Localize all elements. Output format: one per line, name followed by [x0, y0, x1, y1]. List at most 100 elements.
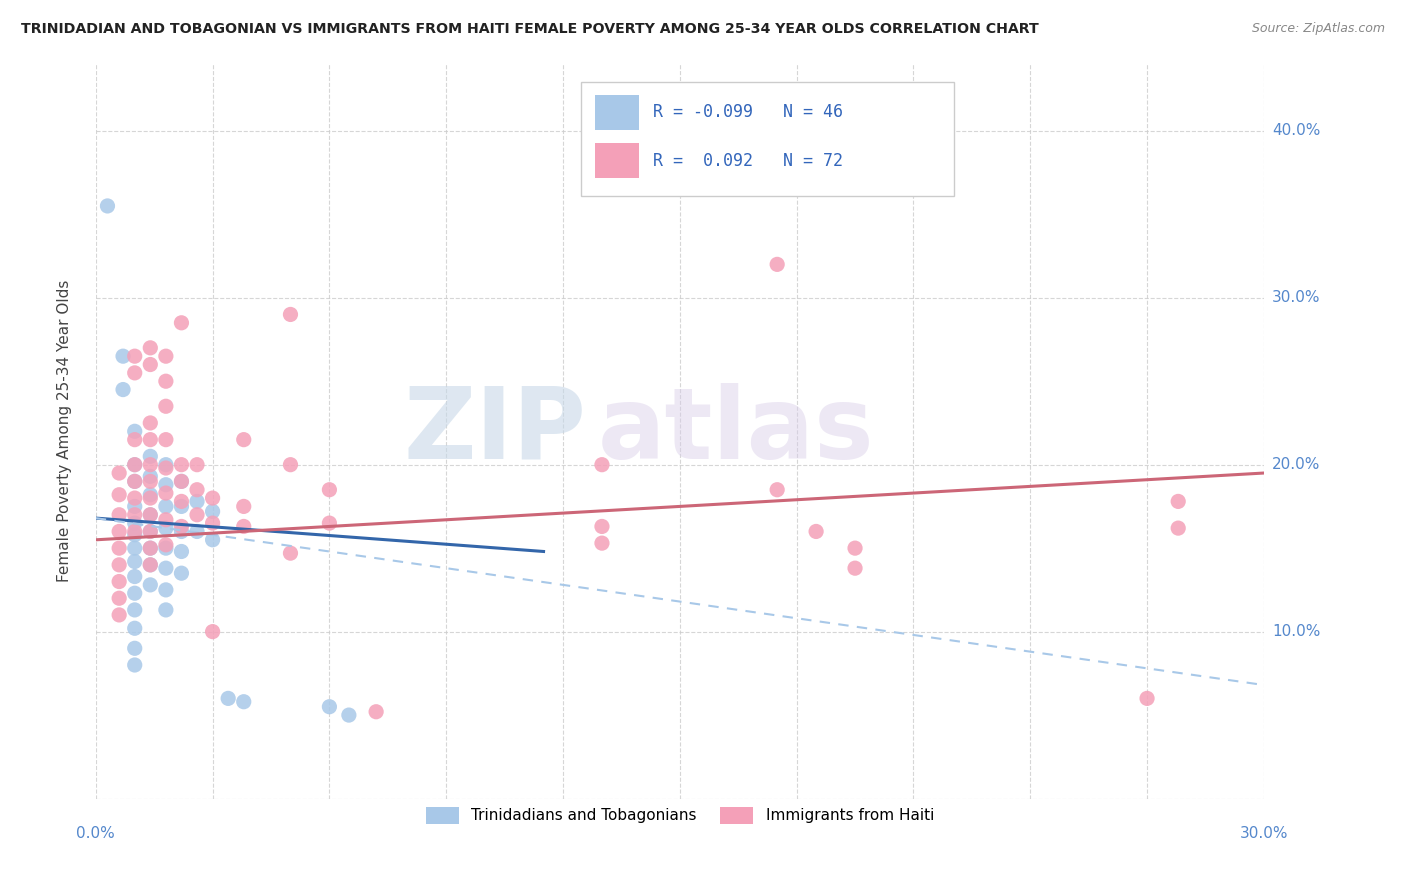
Text: 30.0%: 30.0%: [1240, 826, 1288, 841]
Point: [155, 477, 177, 491]
Point: [232, 500, 254, 514]
Point: [155, 500, 177, 514]
Point: [139, 469, 162, 483]
Text: 0.0%: 0.0%: [76, 826, 115, 841]
Point: [124, 528, 146, 542]
Point: [139, 578, 162, 592]
Point: [112, 349, 135, 363]
Point: [124, 554, 146, 568]
Point: [124, 366, 146, 380]
Point: [139, 524, 162, 539]
FancyBboxPatch shape: [581, 82, 955, 196]
Point: [155, 513, 177, 527]
Point: [124, 433, 146, 447]
Point: [1167, 521, 1189, 535]
Point: [155, 603, 177, 617]
Point: [591, 519, 613, 533]
Point: [139, 341, 162, 355]
Point: [139, 508, 162, 522]
Point: [337, 708, 360, 723]
Point: [155, 374, 177, 388]
Legend: Trinidadians and Tobagonians, Immigrants from Haiti: Trinidadians and Tobagonians, Immigrants…: [418, 799, 942, 831]
Point: [124, 500, 146, 514]
Point: [108, 558, 131, 572]
Point: [366, 705, 388, 719]
Point: [186, 483, 208, 497]
Point: [155, 349, 177, 363]
Point: [139, 475, 162, 489]
Point: [139, 524, 162, 539]
Point: [766, 483, 789, 497]
Point: [108, 466, 131, 480]
Point: [201, 624, 224, 639]
Point: [186, 508, 208, 522]
Text: TRINIDADIAN AND TOBAGONIAN VS IMMIGRANTS FROM HAITI FEMALE POVERTY AMONG 25-34 Y: TRINIDADIAN AND TOBAGONIAN VS IMMIGRANTS…: [21, 22, 1039, 37]
Text: 40.0%: 40.0%: [1272, 123, 1320, 138]
Point: [96, 199, 118, 213]
Point: [844, 561, 866, 575]
Point: [155, 541, 177, 556]
Point: [155, 486, 177, 500]
Point: [124, 516, 146, 530]
Point: [201, 533, 224, 547]
Point: [124, 458, 146, 472]
Point: [155, 458, 177, 472]
Point: [124, 641, 146, 656]
Point: [124, 491, 146, 505]
Point: [280, 546, 302, 560]
Point: [139, 491, 162, 505]
Point: [170, 544, 193, 558]
Point: [280, 458, 302, 472]
Point: [1136, 691, 1159, 706]
Point: [108, 488, 131, 502]
Point: [186, 458, 208, 472]
FancyBboxPatch shape: [595, 95, 638, 130]
Y-axis label: Female Poverty Among 25-34 Year Olds: Female Poverty Among 25-34 Year Olds: [58, 280, 72, 582]
Point: [124, 475, 146, 489]
Point: [155, 561, 177, 575]
Text: atlas: atlas: [598, 383, 875, 480]
Text: R = -0.099   N = 46: R = -0.099 N = 46: [652, 103, 844, 120]
Point: [139, 416, 162, 430]
Point: [766, 140, 789, 154]
Point: [155, 461, 177, 475]
Point: [124, 475, 146, 489]
Text: 10.0%: 10.0%: [1272, 624, 1320, 639]
Point: [170, 458, 193, 472]
Point: [186, 494, 208, 508]
Point: [108, 541, 131, 556]
Point: [217, 691, 239, 706]
Point: [232, 519, 254, 533]
Text: Source: ZipAtlas.com: Source: ZipAtlas.com: [1251, 22, 1385, 36]
Point: [139, 433, 162, 447]
Point: [139, 450, 162, 464]
Point: [170, 475, 193, 489]
Point: [139, 558, 162, 572]
Point: [108, 591, 131, 606]
Point: [139, 358, 162, 372]
FancyBboxPatch shape: [595, 143, 638, 178]
Point: [170, 316, 193, 330]
Point: [124, 541, 146, 556]
Point: [591, 536, 613, 550]
Point: [318, 483, 340, 497]
Point: [804, 524, 827, 539]
Point: [155, 582, 177, 597]
Text: 20.0%: 20.0%: [1272, 458, 1320, 472]
Point: [844, 541, 866, 556]
Point: [280, 308, 302, 322]
Point: [170, 524, 193, 539]
Point: [124, 586, 146, 600]
Point: [124, 658, 146, 673]
Point: [139, 541, 162, 556]
Point: [155, 538, 177, 552]
Point: [124, 458, 146, 472]
Point: [591, 458, 613, 472]
Point: [108, 607, 131, 622]
Text: R =  0.092   N = 72: R = 0.092 N = 72: [652, 152, 844, 170]
Point: [201, 516, 224, 530]
Point: [766, 257, 789, 271]
Point: [124, 524, 146, 539]
Point: [186, 524, 208, 539]
Point: [1167, 494, 1189, 508]
